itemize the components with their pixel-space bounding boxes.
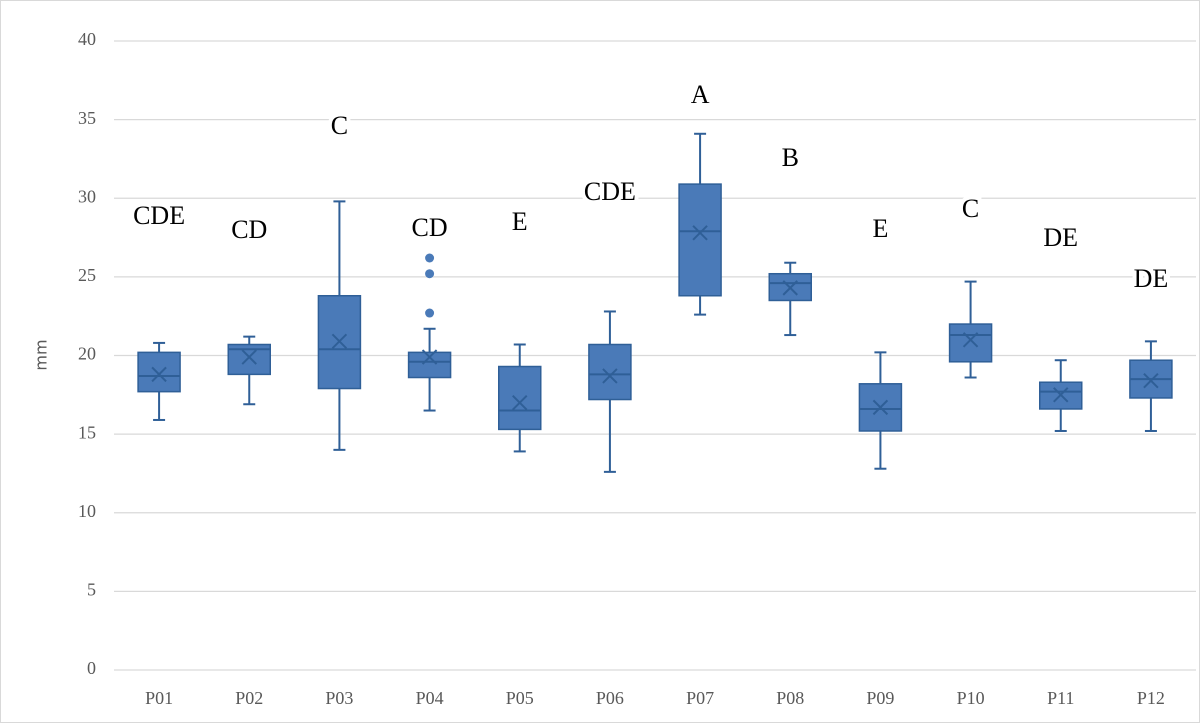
mean-marker (331, 333, 348, 350)
box (678, 183, 722, 297)
x-tick-label: P11 (1047, 688, 1074, 708)
x-tick-label: P07 (686, 688, 714, 708)
group-letter: DE (1043, 223, 1078, 252)
group-letter: CD (412, 213, 448, 242)
group-letter: DE (1134, 264, 1169, 293)
box (948, 323, 993, 363)
x-tick-label: P08 (776, 688, 804, 708)
y-tick-label: 15 (78, 422, 96, 442)
group-letter: E (872, 214, 888, 243)
mean-marker (1143, 372, 1159, 389)
y-tick-label: 5 (87, 580, 96, 600)
outlier (425, 253, 435, 263)
outlier (425, 308, 435, 318)
x-tick-label: P05 (506, 688, 534, 708)
y-tick-label: 20 (78, 344, 96, 364)
outlier (425, 269, 435, 279)
mean-marker (151, 366, 167, 383)
mean-marker (241, 349, 257, 365)
mean-marker (512, 394, 528, 411)
x-tick-label: P04 (416, 688, 444, 708)
mean-marker (872, 399, 889, 416)
box (137, 351, 181, 393)
group-letter: CD (231, 215, 267, 244)
group-letter: A (691, 80, 710, 109)
x-tick-label: P10 (957, 688, 985, 708)
y-tick-label: 0 (87, 658, 96, 678)
group-letter: C (331, 111, 348, 140)
group-letter: B (782, 143, 799, 172)
y-tick-label: 30 (78, 186, 96, 206)
group-letter: CDE (133, 201, 185, 230)
y-tick-label: 40 (78, 29, 96, 49)
mean-marker (602, 368, 618, 384)
x-tick-label: P03 (325, 688, 353, 708)
box (498, 365, 542, 431)
group-letter: CDE (584, 177, 636, 206)
mean-marker (421, 349, 438, 365)
x-tick-label: P06 (596, 688, 624, 708)
x-tick-label: P02 (235, 688, 263, 708)
y-tick-label: 10 (78, 501, 96, 521)
mean-marker (782, 280, 798, 296)
mean-marker (1053, 387, 1069, 403)
x-tick-label: P01 (145, 688, 173, 708)
y-tick-label: 35 (78, 108, 96, 128)
group-letter: E (512, 207, 528, 236)
box (588, 343, 632, 401)
y-axis-title: mm (32, 339, 51, 370)
y-tick-label: 25 (78, 265, 96, 285)
mean-marker (692, 225, 708, 241)
mean-marker (962, 332, 979, 348)
group-letter: C (962, 194, 979, 223)
x-tick-label: P09 (866, 688, 894, 708)
x-tick-label: P12 (1137, 688, 1165, 708)
